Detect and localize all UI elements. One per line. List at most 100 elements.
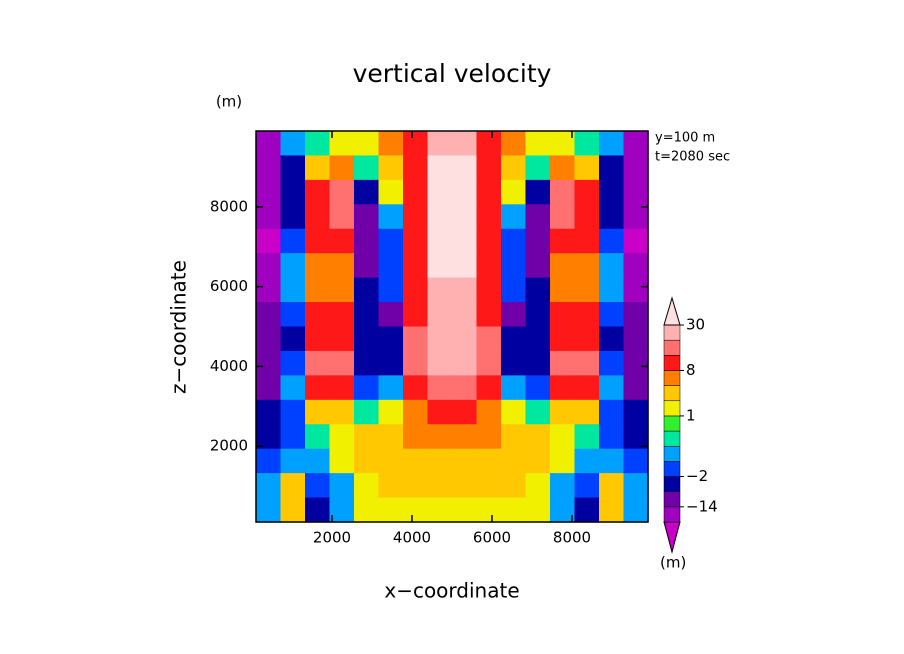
y-tick-label: 4000 (210, 357, 248, 375)
contour-cell (623, 424, 649, 450)
colorbar-extension (663, 521, 681, 554)
contour-cell (550, 228, 576, 254)
contour-cell (476, 204, 502, 230)
contour-cell (599, 448, 625, 474)
contour-cell (525, 424, 551, 450)
x-tick-label: 8000 (553, 529, 591, 547)
contour-cell (354, 448, 380, 474)
contour-cell (525, 375, 551, 401)
contour-cell (599, 155, 625, 181)
contour-cell (623, 399, 649, 425)
contour-cell (599, 399, 625, 425)
contour-cell (256, 204, 282, 230)
contour-cell (378, 253, 404, 279)
colorbar-band (663, 339, 681, 356)
chart-title: vertical velocity (353, 59, 552, 88)
contour-cell (501, 326, 527, 352)
contour-cell (256, 375, 282, 401)
contour-cell (476, 253, 502, 279)
contour-cell (623, 277, 649, 303)
contour-cell (501, 350, 527, 376)
contour-cell (452, 228, 478, 254)
contour-cell (280, 497, 306, 523)
contour-cell (378, 302, 404, 328)
colorbar-band (663, 385, 681, 402)
contour-cell (403, 131, 429, 157)
contour-cell (476, 179, 502, 205)
contour-cell (623, 204, 649, 230)
contour-cell (403, 253, 429, 279)
contour-cell (476, 473, 502, 499)
contour-cell (329, 424, 355, 450)
contour-cell (599, 204, 625, 230)
contour-cell (256, 424, 282, 450)
contour-cell (427, 155, 453, 181)
contour-cell (476, 424, 502, 450)
contour-cell (574, 448, 600, 474)
contour-cell (354, 179, 380, 205)
contour-cell (476, 302, 502, 328)
contour-cell (280, 155, 306, 181)
contour-cell (574, 228, 600, 254)
contour-cell (574, 131, 600, 157)
contour-cell (378, 277, 404, 303)
contour-cell (574, 473, 600, 499)
contour-cell (525, 399, 551, 425)
contour-cell (329, 326, 355, 352)
contour-cell (452, 302, 478, 328)
contour-cell (329, 179, 355, 205)
contour-cell (305, 302, 331, 328)
contour-cell (501, 497, 527, 523)
contour-cell (525, 350, 551, 376)
annotation: y=100 m (655, 131, 715, 146)
contour-cell (305, 155, 331, 181)
contour-cell (452, 326, 478, 352)
contour-cell (476, 448, 502, 474)
contour-cell (403, 350, 429, 376)
contour-cell (623, 253, 649, 279)
contour-cell (403, 473, 429, 499)
contour-cell (305, 497, 331, 523)
colorbar-band (663, 445, 681, 462)
contour-cell (476, 326, 502, 352)
contour-cell (550, 424, 576, 450)
contour-cell (354, 155, 380, 181)
contour-cell (550, 277, 576, 303)
contour-cell (378, 179, 404, 205)
contour-cell (256, 277, 282, 303)
colorbar-label: 1 (686, 406, 696, 424)
contour-cell (378, 399, 404, 425)
contour-cell (256, 473, 282, 499)
contour-cell (599, 302, 625, 328)
contour-cell (427, 204, 453, 230)
contour-cell (476, 350, 502, 376)
contour-cell (599, 326, 625, 352)
contour-cell (525, 302, 551, 328)
contour-cell (623, 131, 649, 157)
colorbar-band (663, 415, 681, 432)
contour-cell (525, 131, 551, 157)
contour-cell (501, 448, 527, 474)
contour-cell (403, 399, 429, 425)
contour-cell (574, 179, 600, 205)
contour-cell (280, 228, 306, 254)
contour-cell (599, 228, 625, 254)
contour-cell (574, 326, 600, 352)
contour-cell (599, 375, 625, 401)
contour-cell (329, 399, 355, 425)
contour-cell (256, 228, 282, 254)
contour-cell (525, 155, 551, 181)
contour-cell (305, 375, 331, 401)
contour-cell (378, 228, 404, 254)
contour-cell (354, 375, 380, 401)
contour-cell (305, 473, 331, 499)
contour-cell (501, 375, 527, 401)
contour-cell (280, 204, 306, 230)
y-tick-label: 8000 (210, 197, 248, 215)
contour-cell (280, 277, 306, 303)
contour-cell (574, 399, 600, 425)
contour-cell (550, 253, 576, 279)
contour-cell (574, 302, 600, 328)
contour-cell (476, 155, 502, 181)
contour-cell (280, 131, 306, 157)
